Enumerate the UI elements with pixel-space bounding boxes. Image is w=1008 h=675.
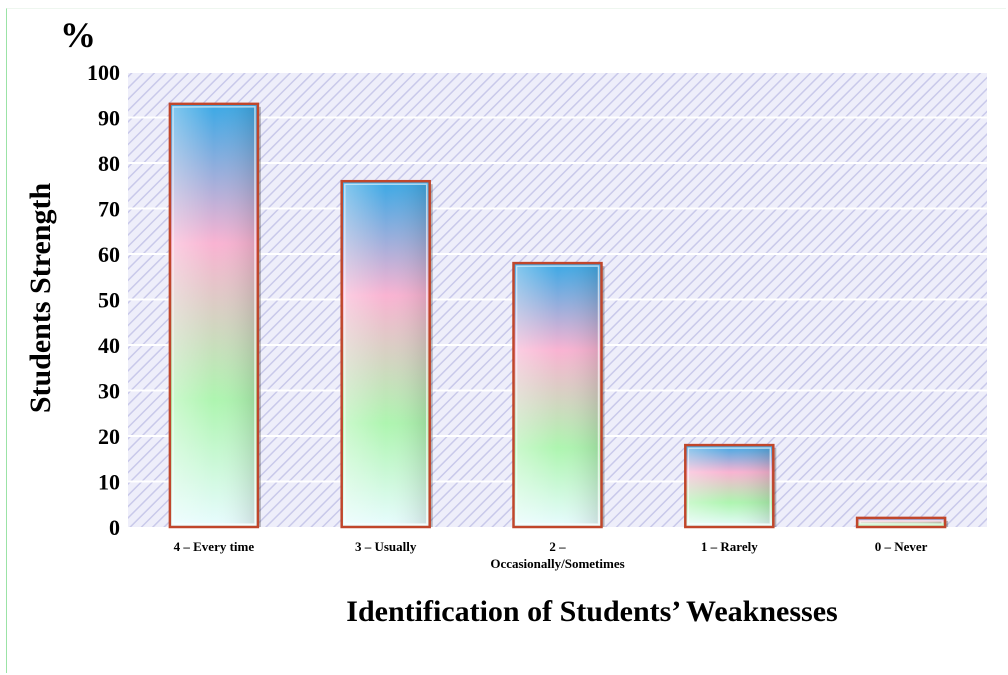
bar-bevel [859,520,943,525]
bar [512,261,605,529]
x-axis-label: Identification of Students’ Weaknesses [346,595,837,628]
y-tick-label: 80 [98,151,120,176]
y-tick-label: 50 [98,288,120,313]
bars [168,102,949,529]
bar [855,516,949,529]
bar [168,102,261,529]
x-tick-label: 0 – Never [875,539,928,554]
x-tick-label: 4 – Every time [174,539,255,554]
x-tick-label: Occasionally/Sometimes [490,556,624,571]
bar [340,179,433,529]
chart-frame [6,8,1006,673]
x-tick-label: 3 – Usually [355,539,417,554]
bar-bevel [172,106,256,525]
x-axis-ticks: 4 – Every time 3 – Usually 2 – Occasionally… [174,539,928,571]
y-tick-label: 20 [98,424,120,449]
y-tick-label: 70 [98,197,120,222]
y-tick-label: 0 [109,515,120,540]
y-tick-label: 100 [87,60,120,85]
y-axis-ticks: 0 10 20 30 40 50 60 70 80 90 100 [87,60,120,540]
y-tick-label: 10 [98,470,120,495]
y-tick-label: 60 [98,242,120,267]
y-axis-label: Students Strength [24,183,57,414]
y-tick-label: 90 [98,106,120,131]
y-axis-unit: % [60,15,96,55]
y-tick-label: 30 [98,379,120,404]
bar-bevel [515,265,600,525]
x-tick-label: 1 – Rarely [701,539,758,554]
bar-bevel [687,447,772,525]
y-tick-label: 40 [98,333,120,358]
bar [684,443,777,529]
x-tick-label: 2 – [549,539,566,554]
bar-bevel [343,183,428,525]
